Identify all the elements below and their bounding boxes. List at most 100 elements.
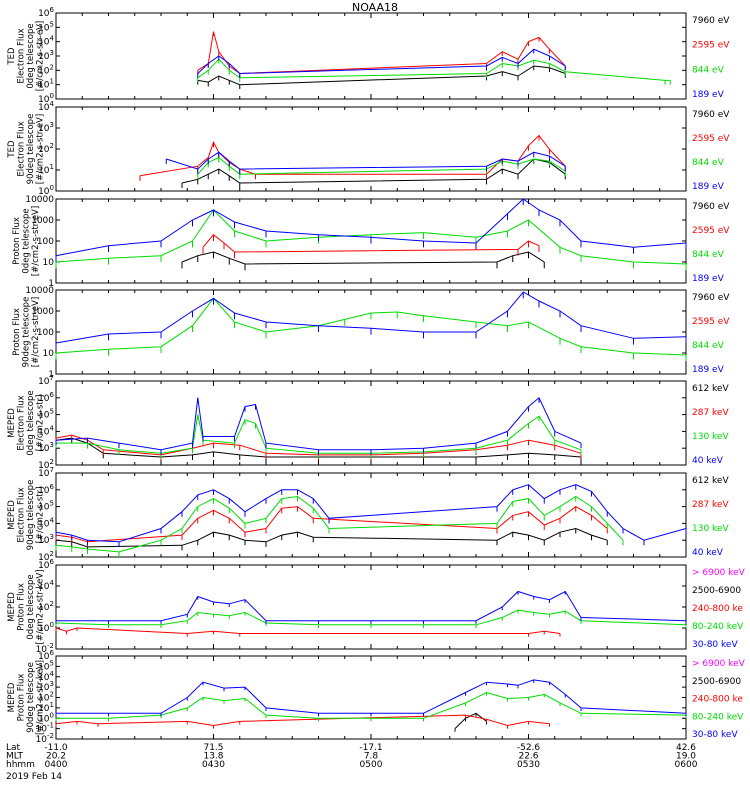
y-axis-label: Proton Flux [17,674,27,722]
legend-entry: 30-80 keV [692,640,738,650]
date-label: 2019 Feb 14 [6,772,62,782]
panel-5: 102 103 104 105 106 107 MEPED Electron Flux 0deg… [7,374,729,471]
legend-entry: 189 eV [692,274,725,284]
y-tick-label: 105 [38,659,54,672]
footer-mlt: 20.2 [46,752,66,762]
y-axis-label: Proton Flux [17,583,27,631]
legend-entry: 7960 eV [692,202,730,212]
legend-entry: 2595 eV [692,134,730,144]
footer-lat: -52.6 [517,743,541,753]
footer-row-label: hhmm [6,760,35,770]
legend-entry: 240-800 ke [692,604,743,614]
series-line-red [197,31,566,75]
y-tick-label: 105 [38,408,54,421]
legend-entry: 130 keV [692,524,729,534]
panel-4: 1 10 100 1000 10000 Proton Flux 90deg telescop… [12,286,731,380]
legend-entry: 189 eV [692,90,725,100]
y-tick-label: 10-2 [36,732,54,745]
y-tick-label: 102 [38,550,54,563]
y-axis-label: TED [7,140,17,159]
series-line-blue [166,151,566,170]
y-axis-label: TED [7,47,17,66]
series-line-green [197,58,671,81]
y-axis-label: Proton Flux [12,217,22,265]
legend-entry: 612 keV [692,476,729,486]
y-axis-label: [#/cm2-s-str-eV] [31,206,41,276]
y-axis-label: 90deg telescope [21,297,31,368]
y-tick-label: 1 [48,279,54,289]
y-axis-label: 0deg telescope [26,574,36,639]
series-line-green [56,414,582,454]
y-tick-label: 106 [38,6,54,19]
y-tick-label: 1000 [31,307,54,317]
plot-frame [55,655,687,740]
y-tick-label: 106 [38,391,54,404]
y-axis-label: 90deg telescope [26,662,36,733]
y-axis-label: Electron Flux [17,121,27,176]
y-tick-label: 104 [38,35,54,48]
legend-entry: 189 eV [692,182,725,192]
y-tick-label: 100 [38,711,54,724]
series-line-red [55,627,561,635]
y-tick-label: 1000 [31,216,54,226]
y-axis-label: [#/cm2-s-str-keV] [36,570,46,645]
y-tick-label: 10000 [25,286,54,296]
y-axis-label: Electron Flux [17,28,27,83]
legend-entry: 287 keV [692,500,729,510]
legend-entry: 287 keV [692,408,729,418]
y-tick-label: 104 [38,100,54,113]
y-tick-label: 101 [38,78,54,91]
footer-lat: -11.0 [44,743,68,753]
footer-hhmm: 0430 [202,760,225,770]
footer-hhmm: 0500 [360,760,383,770]
legend-entry: 7960 eV [692,16,730,26]
legend-entry: 844 eV [692,341,725,351]
footer-hhmm: 0530 [517,760,540,770]
y-axis-label: 0deg telescope [26,390,36,455]
series-line-red [55,506,608,543]
y-tick-label: 101 [38,701,54,714]
series-line-blue [55,291,687,344]
y-tick-label: 10-2 [36,642,54,655]
footer-lat: 42.6 [676,743,696,753]
legend-entry: 80-240 keV [692,712,744,722]
legend-entry: > 6900 keV [692,659,746,669]
footer-hhmm: 0400 [45,760,68,770]
legend-entry: 7960 eV [692,293,730,303]
series-line-blue [55,396,582,451]
footer-hhmm: 0600 [675,760,698,770]
y-axis-label: [#/cm2-s-str-eV] [31,297,41,367]
legend-entry: 844 eV [692,65,725,75]
footer-lat: 71.5 [203,743,223,753]
panel-7: 10-2 100 102 104 106 MEPED Proton Flux 0deg tel… [7,558,746,655]
y-tick-label: 104 [38,424,54,437]
series-line-black [55,527,608,548]
y-tick-label: 100 [38,184,54,197]
figure-title: NOAA18 [352,1,398,14]
legend-entry: > 6900 keV [692,568,746,578]
footer-mlt: 7.8 [364,752,379,762]
y-axis-label: [#/cm2-s-str-eV] [36,114,46,184]
legend-entry: 2595 eV [692,317,730,327]
series-line-blue [56,679,687,714]
legend-entry: 844 eV [692,158,725,168]
y-tick-label: 102 [38,458,54,471]
y-tick-label: 102 [38,600,54,613]
legend-entry: 844 eV [692,250,725,260]
y-tick-label: 103 [38,121,54,134]
y-tick-label: 104 [38,516,54,529]
y-tick-label: 102 [38,63,54,76]
y-axis-label: 90deg telescope [26,114,36,185]
legend-entry: 2500-6900 [692,586,741,596]
y-axis-label: [#/cm2-s-str] [36,395,46,452]
y-tick-label: 105 [38,20,54,33]
legend-entry: 240-800 ke [692,695,743,705]
legend-entry: 40 keV [692,456,724,466]
y-tick-label: 100 [37,328,54,338]
footer-lat: -17.1 [359,743,382,753]
legend-entry: 189 eV [692,365,725,375]
footer-row-label: Lat [6,743,21,753]
